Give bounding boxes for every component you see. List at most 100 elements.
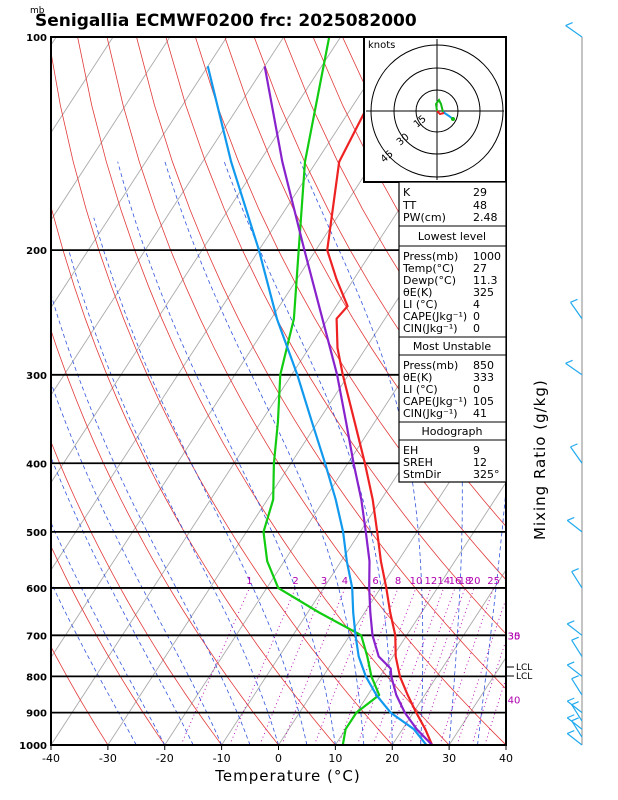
row-value: 850 (473, 359, 494, 372)
dry-adiabat (195, 37, 506, 581)
row-value: 105 (473, 395, 494, 408)
row-label: EH (403, 444, 418, 457)
index-value: 2.48 (473, 211, 498, 224)
row-label: LI (°C) (403, 383, 438, 396)
mixing-ratio-line (229, 587, 296, 745)
pressure-tick-label: 500 (26, 528, 47, 539)
lcl-label: LCL (516, 672, 532, 682)
wind-barb-flag (571, 701, 579, 706)
wind-barb (570, 446, 583, 464)
isotherm-line (563, 37, 618, 745)
index-label: PW(cm) (403, 211, 446, 224)
index-value: 48 (473, 199, 487, 212)
isotherm-line (164, 219, 506, 745)
wind-barb-flag (567, 620, 575, 625)
most-unstable-header: Most Unstable (413, 340, 492, 353)
mixing-ratio-label: 3 (321, 576, 327, 587)
wind-barb (565, 362, 583, 376)
wind-barb (566, 717, 583, 730)
row-value: 325° (473, 468, 500, 481)
row-label: CAPE(Jkg⁻¹) (403, 310, 467, 323)
most-unstable-rows: Press(mb) 850 θE(K) 333 LI (°C) 0 CAPE(J… (403, 359, 494, 420)
x-tick-label: -40 (42, 752, 60, 765)
hodograph-unit: knots (368, 40, 395, 51)
pressure-tick-label: 1000 (19, 741, 47, 752)
index-label: TT (402, 199, 417, 212)
stats-frame (398, 181, 507, 483)
dry-adiabat (51, 50, 393, 745)
x-tick-label: 30 (442, 752, 456, 765)
row-value: 0 (473, 383, 480, 396)
wind-barb (565, 25, 583, 38)
mixing-ratio-label: 25 (487, 576, 500, 587)
wind-barb (571, 678, 583, 696)
mixing-ratio-label: 2 (292, 576, 298, 587)
moist-adiabat (51, 381, 222, 745)
row-label: Temp(°C) (402, 262, 454, 275)
wind-barb (566, 664, 583, 677)
x-tick-label: 10 (328, 752, 342, 765)
row-label: CAPE(Jkg⁻¹) (403, 395, 467, 408)
dry-adiabat (549, 37, 618, 745)
wind-barb (571, 704, 583, 722)
dry-adiabat (51, 329, 279, 745)
row-label: θE(K) (403, 371, 432, 384)
hodograph-end-dot (451, 117, 455, 121)
hodograph-trace-red (436, 110, 445, 116)
dry-adiabat (578, 37, 618, 745)
row-value: 1000 (473, 250, 501, 263)
series-temperature (326, 37, 434, 745)
isotherm-line (505, 744, 506, 745)
mixing-ratio-line (456, 597, 506, 745)
mixing-ratio-line (418, 587, 475, 745)
moist-adiabat (51, 581, 137, 745)
wind-barb (566, 623, 583, 636)
row-label: Dewp(°C) (403, 274, 456, 287)
row-label: CIN(Jkg⁻¹) (403, 407, 458, 420)
pressure-axis-ticks: 100 200 300 400 500 600 700 800 900 1000 (19, 33, 47, 752)
wind-barb-flag (571, 636, 579, 641)
wind-barb-flag (571, 717, 579, 722)
pressure-tick-label: 700 (26, 631, 47, 642)
wind-barb-flag (571, 675, 579, 680)
row-label: Press(mb) (403, 250, 458, 263)
hodograph-panel-header: Hodograph (422, 425, 483, 438)
wind-barb (566, 733, 583, 746)
wind-barb-flag (567, 516, 575, 521)
hodograph-panel-rows: EH 9 SREH 12 StmDir 325° (403, 444, 500, 481)
isotherm-line (334, 481, 506, 745)
dry-adiabat (77, 37, 450, 745)
row-label: SREH (403, 456, 433, 469)
moist-adiabat (51, 521, 166, 745)
x-tick-label: 0 (275, 752, 282, 765)
isotherm-line (51, 37, 228, 309)
mixing-ratio-label: 20 (468, 576, 481, 587)
x-axis-ticks: -40 -30 -20 -10 0 10 20 30 40 (42, 745, 513, 765)
mixing-ratio-label: 12 (425, 576, 438, 587)
row-value: 4 (473, 298, 480, 311)
wind-barbs (565, 21, 583, 746)
moist-adiabat (68, 249, 279, 745)
x-tick-label: -20 (156, 752, 174, 765)
index-label: K (403, 186, 411, 199)
wind-barb-flag (565, 359, 573, 364)
index-value: 29 (473, 186, 487, 199)
mixing-ratio-label: 8 (395, 576, 401, 587)
dry-adiabat (51, 545, 166, 745)
lowest-level-header: Lowest level (418, 230, 486, 243)
dry-adiabat (51, 204, 336, 745)
row-value: 325 (473, 286, 494, 299)
row-value: 27 (473, 262, 487, 275)
wind-barb (571, 720, 583, 738)
wind-barb (566, 519, 583, 533)
wind-barb-flag (567, 661, 575, 666)
wind-barb (566, 700, 583, 714)
sounding-series (206, 37, 434, 745)
mixing-ratio-line (372, 587, 432, 745)
row-value: 11.3 (473, 274, 498, 287)
moist-adiabat (93, 217, 308, 745)
wind-barb (570, 302, 583, 320)
mixing-ratio-label: 16 (449, 576, 462, 587)
